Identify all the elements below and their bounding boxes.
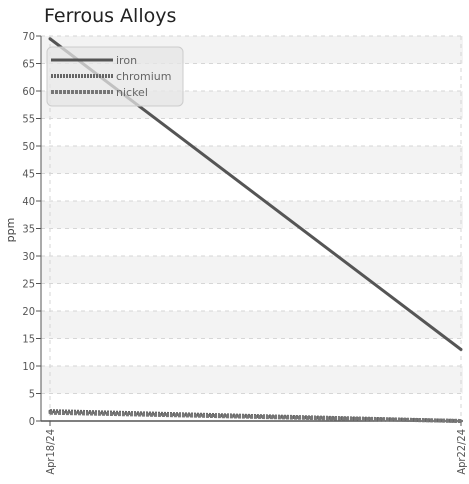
data-point-iron	[459, 348, 463, 351]
y-tick-label: 45	[22, 168, 35, 181]
y-tick-label: 0	[29, 415, 35, 428]
data-point-nickel	[459, 419, 463, 423]
plot-band	[41, 201, 463, 229]
y-tick-label: 5	[29, 388, 35, 401]
y-axis-title: ppm	[4, 218, 17, 243]
y-tick-label: 35	[22, 223, 35, 236]
y-tick-label: 60	[22, 85, 35, 98]
x-tick-label: Apr18/24	[44, 429, 57, 475]
plot-band	[41, 146, 463, 174]
legend-label-nickel: nickel	[116, 86, 148, 99]
y-tick-label: 20	[22, 305, 35, 318]
x-tick-label: Apr22/24	[455, 429, 468, 475]
plot-background	[41, 36, 463, 394]
y-tick-label: 50	[22, 140, 35, 153]
plot-band	[41, 311, 463, 339]
gridlines	[41, 35, 463, 421]
y-tick-label: 55	[22, 113, 35, 126]
plot-band	[41, 256, 463, 284]
data-point-iron	[48, 37, 52, 41]
y-tick-label: 30	[22, 250, 35, 263]
y-tick-label: 70	[22, 30, 35, 43]
chart-title: Ferrous Alloys	[44, 5, 177, 27]
y-tick-label: 10	[22, 360, 35, 373]
plot-band	[41, 366, 463, 394]
y-tick-label: 40	[22, 195, 35, 208]
legend: iron chromium nickel	[46, 46, 184, 107]
series-line-nickel	[49, 410, 462, 423]
y-tick-label: 65	[22, 58, 35, 71]
y-tick-label: 15	[22, 333, 35, 346]
y-axis-ticks: 0 5 10 15 20 25 30 35 40 45 50 55 60 65 70	[22, 30, 41, 428]
x-axis-ticks: Apr18/24 Apr22/24	[44, 421, 468, 475]
legend-label-chromium: chromium	[116, 70, 172, 83]
legend-label-iron: iron	[116, 54, 137, 67]
data-point-nickel	[48, 411, 52, 415]
y-tick-label: 25	[22, 278, 35, 291]
